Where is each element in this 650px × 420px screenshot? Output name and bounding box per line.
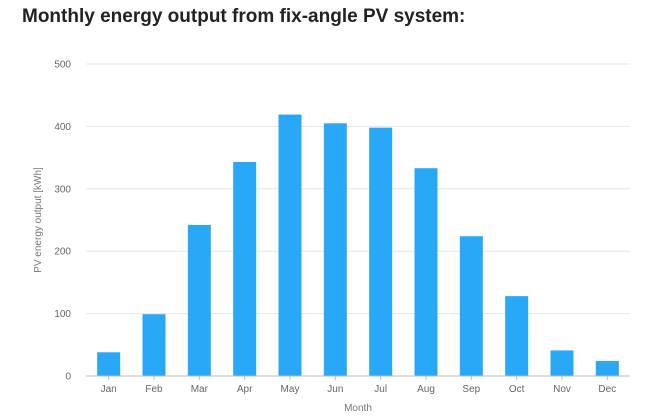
bar-feb <box>142 314 166 376</box>
bar-apr <box>233 161 257 376</box>
x-tick-label: Jun <box>327 384 343 395</box>
y-tick-label: 400 <box>54 122 71 133</box>
x-tick-label: Nov <box>553 384 571 395</box>
x-axis-title: Month <box>344 403 372 414</box>
x-tick-label: Jan <box>101 384 117 395</box>
x-tick-label: Mar <box>191 384 209 395</box>
x-tick-label: May <box>281 384 300 395</box>
y-tick-label: 100 <box>54 309 71 320</box>
bar-jul <box>369 127 393 376</box>
bar-nov <box>550 350 574 376</box>
x-tick-label: Jul <box>374 384 387 395</box>
bars <box>97 114 619 376</box>
x-axis-ticks: Jan Feb Mar Apr May Jun Jul Aug Sep Oct Nov Dec <box>101 376 616 395</box>
grid-lines <box>86 63 630 315</box>
x-tick-label: Oct <box>509 384 525 395</box>
y-axis-title: PV energy output [kWh] <box>33 167 44 273</box>
bar-sep <box>459 236 483 376</box>
bar-jan <box>97 352 121 376</box>
x-tick-label: Dec <box>598 384 616 395</box>
x-tick-label: Sep <box>462 384 480 395</box>
bar-mar <box>187 224 211 376</box>
bar-aug <box>414 168 438 376</box>
x-tick-label: Apr <box>237 384 253 395</box>
chart-title: Monthly energy output from fix-angle PV … <box>22 6 466 27</box>
bar-dec <box>595 361 619 376</box>
y-tick-label: 500 <box>54 60 71 71</box>
bar-oct <box>505 296 529 376</box>
bar-jun <box>323 123 347 376</box>
y-tick-label: 200 <box>54 247 71 258</box>
x-tick-label: Aug <box>417 384 435 395</box>
y-axis-ticks: 0 100 200 300 400 500 <box>54 60 71 383</box>
y-tick-label: 300 <box>54 184 71 195</box>
y-tick-label: 0 <box>65 372 71 383</box>
x-tick-label: Feb <box>145 384 163 395</box>
bar-may <box>278 114 302 376</box>
